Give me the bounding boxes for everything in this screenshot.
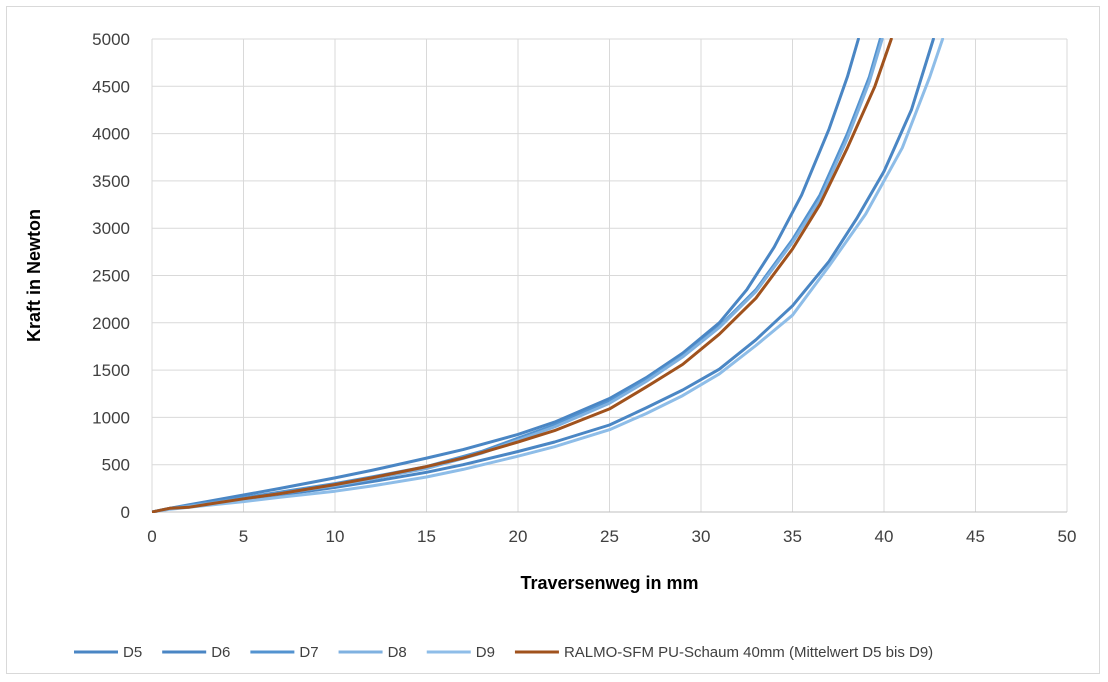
- series-line-d9: [152, 38, 945, 513]
- x-tick-label: 20: [509, 527, 528, 546]
- x-tick-label: 5: [239, 527, 248, 546]
- y-tick-label: 4000: [92, 125, 130, 144]
- series-lines: [152, 38, 945, 513]
- y-tick-label: 3500: [92, 172, 130, 191]
- y-tick-label: 500: [102, 456, 130, 475]
- legend-label: RALMO-SFM PU-Schaum 40mm (Mittelwert D5 …: [564, 644, 933, 661]
- x-axis-tick-labels: 0 5 10 15 20 25 30 35 40 45 50: [147, 527, 1076, 546]
- y-tick-label: 2000: [92, 314, 130, 333]
- legend-label: D9: [476, 644, 495, 661]
- y-tick-label: 0: [121, 503, 130, 522]
- legend-label: D6: [211, 644, 230, 661]
- x-tick-label: 15: [417, 527, 436, 546]
- y-axis-tick-labels: 0 500 1000 1500 2000 2500 3000 3500 4000 4500 5000: [92, 30, 130, 522]
- legend-label: D8: [388, 644, 407, 661]
- legend: D5 D6 D7 D8 D9 RALMO-SFM PU-Schaum 40mm (Mitt…: [74, 644, 933, 661]
- x-tick-label: 50: [1058, 527, 1077, 546]
- legend-item: D5: [74, 644, 142, 661]
- legend-item: D6: [162, 644, 230, 661]
- y-tick-label: 3000: [92, 219, 130, 238]
- y-tick-label: 1500: [92, 361, 130, 380]
- legend-item: D9: [426, 644, 495, 661]
- x-tick-label: 25: [600, 527, 619, 546]
- x-tick-label: 10: [326, 527, 345, 546]
- x-tick-label: 30: [692, 527, 711, 546]
- y-tick-label: 4500: [92, 77, 130, 96]
- x-tick-label: 45: [966, 527, 985, 546]
- series-line-d5: [152, 38, 860, 513]
- legend-label: D5: [123, 644, 142, 661]
- y-tick-label: 5000: [92, 30, 130, 49]
- gridlines: [151, 38, 1068, 513]
- y-tick-label: 2500: [92, 267, 130, 286]
- legend-item: D7: [250, 644, 319, 661]
- chart-frame: [6, 6, 1100, 674]
- legend-label: D7: [299, 644, 318, 661]
- y-tick-label: 1000: [92, 408, 130, 427]
- series-line-ralmo-sfm-pu-schaum-40mm-mittelwert-d5-bis-d9: [152, 38, 893, 513]
- x-axis-title: Traversenweg in mm: [520, 573, 698, 593]
- legend-item: RALMO-SFM PU-Schaum 40mm (Mittelwert D5 …: [514, 644, 933, 661]
- legend-item: D8: [338, 644, 407, 661]
- x-tick-label: 40: [875, 527, 894, 546]
- y-axis-title: Kraft in Newton: [24, 209, 44, 342]
- x-tick-label: 0: [147, 527, 156, 546]
- x-tick-label: 35: [783, 527, 802, 546]
